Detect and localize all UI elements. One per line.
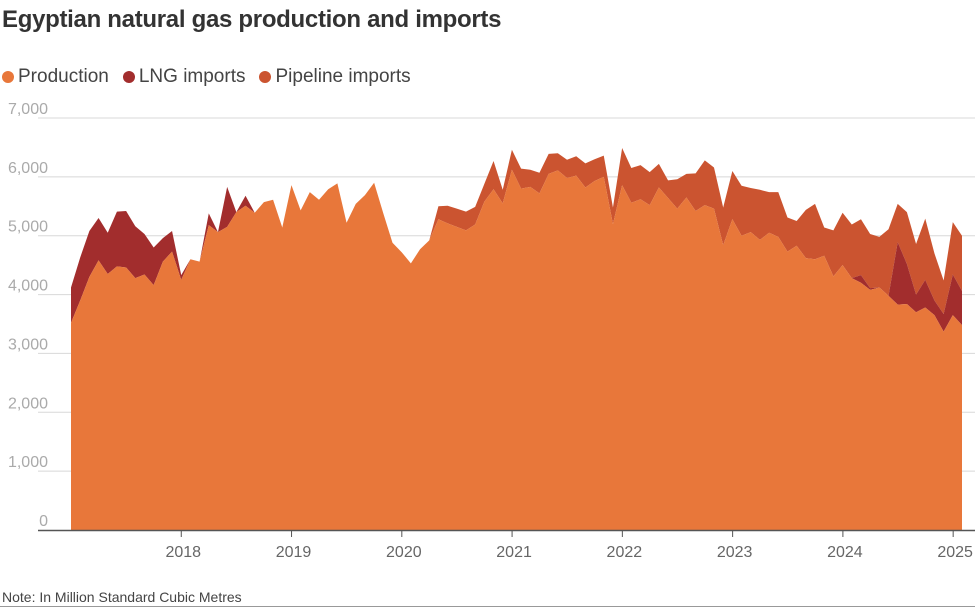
y-tick-label: 1,000 [8, 454, 48, 471]
chart-note: Note: In Million Standard Cubic Metres [2, 589, 242, 605]
y-tick-label: 7,000 [8, 101, 48, 118]
legend-swatch-pipeline [259, 71, 272, 83]
legend-label-pipeline: Pipeline imports [275, 66, 411, 87]
y-tick-label: 0 [39, 513, 48, 530]
legend-item-production: Production [2, 66, 109, 88]
axis-layer: 0 1,000 2,000 3,000 4,000 5,000 6,000 7,000 2018… [8, 101, 975, 561]
legend-item-pipeline: Pipeline imports [259, 66, 411, 88]
legend-label-production: Production [18, 66, 109, 87]
y-tick-label: 3,000 [8, 336, 48, 353]
y-tick-label: 4,000 [8, 278, 48, 295]
area-pipeline-imports [71, 148, 962, 314]
x-tick-label: 2020 [386, 544, 422, 561]
bottom-divider [0, 606, 975, 607]
chart-title: Egyptian natural gas production and impo… [2, 6, 502, 33]
x-tick-label: 2025 [937, 544, 973, 561]
x-tick-label: 2023 [717, 544, 753, 561]
legend-item-lng: LNG imports [122, 66, 246, 88]
x-tick-label: 2022 [607, 544, 643, 561]
legend: Production LNG imports Pipeline imports [2, 66, 425, 88]
x-tick-label: 2019 [276, 544, 312, 561]
legend-label-lng: LNG imports [138, 66, 246, 87]
x-tick-label: 2021 [496, 544, 532, 561]
area-layer [71, 148, 962, 531]
x-tick-label: 2024 [827, 544, 863, 561]
area-production [71, 169, 962, 531]
legend-swatch-production [2, 71, 14, 83]
y-tick-label: 2,000 [8, 395, 48, 412]
y-tick-label: 6,000 [8, 160, 48, 177]
y-tick-label: 5,000 [8, 219, 48, 236]
legend-swatch-lng [122, 71, 135, 83]
x-tick-label: 2018 [165, 544, 201, 561]
